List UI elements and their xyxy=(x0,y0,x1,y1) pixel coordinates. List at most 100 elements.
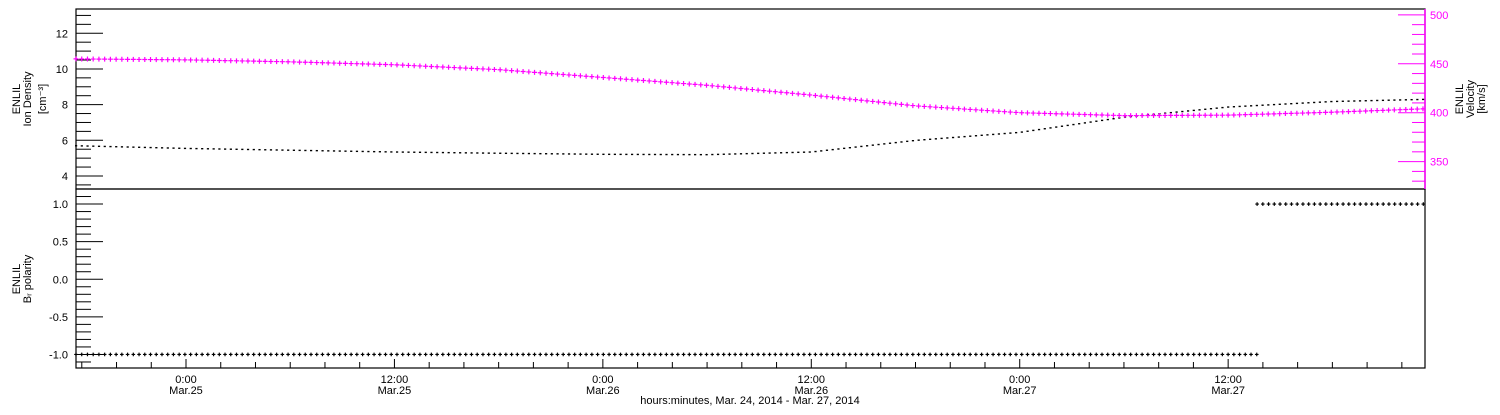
density-point xyxy=(900,141,903,143)
polarity-point xyxy=(1410,202,1414,206)
bottom-panel-frame xyxy=(75,188,1426,369)
density-point xyxy=(1204,108,1207,110)
density-point xyxy=(797,151,800,154)
velocity-point xyxy=(721,84,727,90)
density-point xyxy=(166,147,169,149)
density-point xyxy=(1358,100,1362,102)
velocity-point xyxy=(90,56,96,62)
velocity-point xyxy=(537,70,543,76)
polarity-point xyxy=(653,352,657,357)
density-point xyxy=(373,150,376,153)
polarity-point xyxy=(1254,352,1259,357)
velocity-point xyxy=(73,56,79,62)
velocity-point xyxy=(1156,112,1162,118)
density-point xyxy=(258,148,261,151)
polarity-point xyxy=(905,352,909,357)
velocity-point xyxy=(1105,112,1111,118)
polarity-point xyxy=(389,352,394,357)
velocity-point xyxy=(1380,107,1386,113)
density-point xyxy=(109,145,112,148)
velocity-point xyxy=(428,63,434,69)
density-point xyxy=(459,152,462,154)
polarity-point xyxy=(859,352,864,357)
polarity-point xyxy=(951,352,955,357)
density-point xyxy=(1244,105,1247,107)
polarity-point xyxy=(246,352,250,357)
velocity-point xyxy=(1265,111,1271,117)
polarity-point xyxy=(1014,352,1018,357)
polarity-point xyxy=(395,352,399,357)
polarity-point xyxy=(400,352,405,357)
density-point xyxy=(315,149,318,152)
density-point xyxy=(625,153,628,156)
density-point xyxy=(143,146,146,149)
polarity-point xyxy=(1191,352,1196,357)
velocity-point xyxy=(1174,112,1180,118)
polarity-point xyxy=(1312,202,1317,206)
polarity-point xyxy=(475,352,480,357)
polarity-point xyxy=(206,352,210,357)
polarity-point xyxy=(1197,352,1202,357)
velocity-point xyxy=(79,56,85,62)
velocity-point xyxy=(457,65,463,71)
velocity-point xyxy=(669,80,675,86)
velocity-point xyxy=(1214,112,1220,118)
velocity-point xyxy=(211,57,217,63)
density-point xyxy=(1399,99,1402,101)
velocity-point xyxy=(1288,110,1294,116)
velocity-point xyxy=(262,58,268,64)
polarity-point xyxy=(532,352,537,357)
density-point xyxy=(774,152,777,154)
x-tick-label: 0:00 xyxy=(592,374,613,386)
velocity-point xyxy=(1282,111,1288,117)
velocity-point xyxy=(1414,106,1420,112)
velocity-point xyxy=(188,57,194,63)
density-point xyxy=(189,147,192,150)
polarity-point xyxy=(870,352,875,357)
density-point xyxy=(573,153,576,155)
density-point xyxy=(814,150,817,153)
velocity-point xyxy=(612,75,618,81)
velocity-point xyxy=(898,101,904,107)
polarity-point xyxy=(1123,352,1127,357)
polarity-point xyxy=(1214,352,1219,357)
density-point xyxy=(865,145,869,147)
density-point xyxy=(241,148,244,151)
polarity-point xyxy=(165,352,170,357)
density-point xyxy=(1318,101,1322,103)
polarity-point xyxy=(1168,352,1173,357)
density-point xyxy=(974,135,978,137)
density-point xyxy=(1238,105,1241,108)
density-point xyxy=(648,153,651,156)
velocity-point xyxy=(1128,113,1134,119)
density-point xyxy=(1307,102,1310,104)
density-point xyxy=(1192,109,1195,112)
velocity-point xyxy=(956,106,962,112)
velocity-point xyxy=(1357,108,1363,114)
velocity-point xyxy=(807,92,813,98)
polarity-point xyxy=(120,352,124,357)
velocity-point xyxy=(1231,112,1237,118)
velocity-point xyxy=(159,57,165,63)
velocity-point xyxy=(423,63,429,69)
density-point xyxy=(590,153,594,155)
velocity-point xyxy=(933,104,939,110)
velocity-point xyxy=(1093,112,1099,118)
velocity-point xyxy=(549,71,555,77)
polarity-point xyxy=(498,352,502,357)
density-point xyxy=(252,148,255,151)
polarity-point xyxy=(441,352,445,357)
density-point xyxy=(848,147,851,149)
polarity-point xyxy=(825,352,829,357)
velocity-point xyxy=(698,82,704,88)
velocity-point xyxy=(526,69,532,75)
velocity-point xyxy=(990,108,996,114)
density-point xyxy=(430,151,433,154)
velocity-point xyxy=(1334,109,1340,115)
density-point xyxy=(1278,103,1281,106)
velocity-point xyxy=(142,57,148,63)
density-tick-label: 10 xyxy=(56,64,68,76)
velocity-point xyxy=(1254,111,1260,117)
density-point xyxy=(1009,132,1012,134)
density-point xyxy=(1078,123,1081,125)
